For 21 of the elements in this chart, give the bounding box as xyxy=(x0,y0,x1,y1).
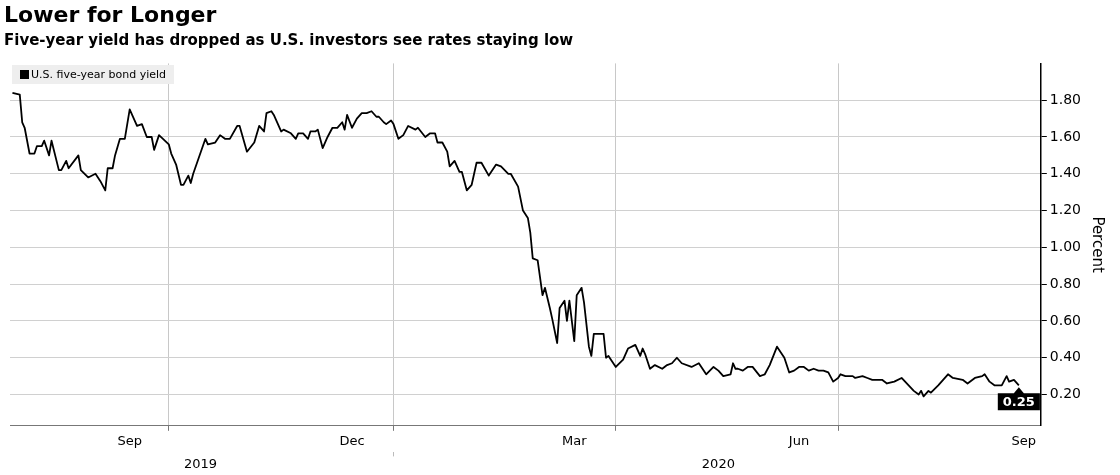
x-tick-label: Dec xyxy=(339,432,365,448)
data-label: 0.25 xyxy=(1002,393,1035,409)
y-tick-label: 0.40 xyxy=(1049,348,1081,365)
y-tick-label: 1.80 xyxy=(1049,90,1081,107)
x2-tick-label: 2020 xyxy=(701,455,735,471)
y-axis-title: Percent xyxy=(1089,216,1108,273)
y-tick-label: 1.00 xyxy=(1049,238,1081,254)
y-tick-label: 0.80 xyxy=(1049,274,1081,291)
legend-label: U.S. five-year bond yield xyxy=(31,68,167,82)
chart-title: Lower for Longer xyxy=(4,2,217,27)
x-tick-label: Sep xyxy=(1011,432,1036,448)
y-tick-label: 1.20 xyxy=(1049,201,1081,218)
y-tick-label: 1.40 xyxy=(1049,164,1081,181)
x2-tick-label: 2019 xyxy=(183,455,218,471)
x-tick-label: Sep xyxy=(117,432,142,448)
x-tick-label: Jun xyxy=(787,432,810,448)
chart-subtitle: Five-year yield has dropped as U.S. investors see rates staying low xyxy=(4,31,574,49)
y-tick-label: 1.60 xyxy=(1049,127,1081,144)
y-tick-label: 0.60 xyxy=(1049,311,1081,328)
x-tick-label: Mar xyxy=(562,432,588,448)
y-tick-label: 0.20 xyxy=(1049,385,1081,402)
